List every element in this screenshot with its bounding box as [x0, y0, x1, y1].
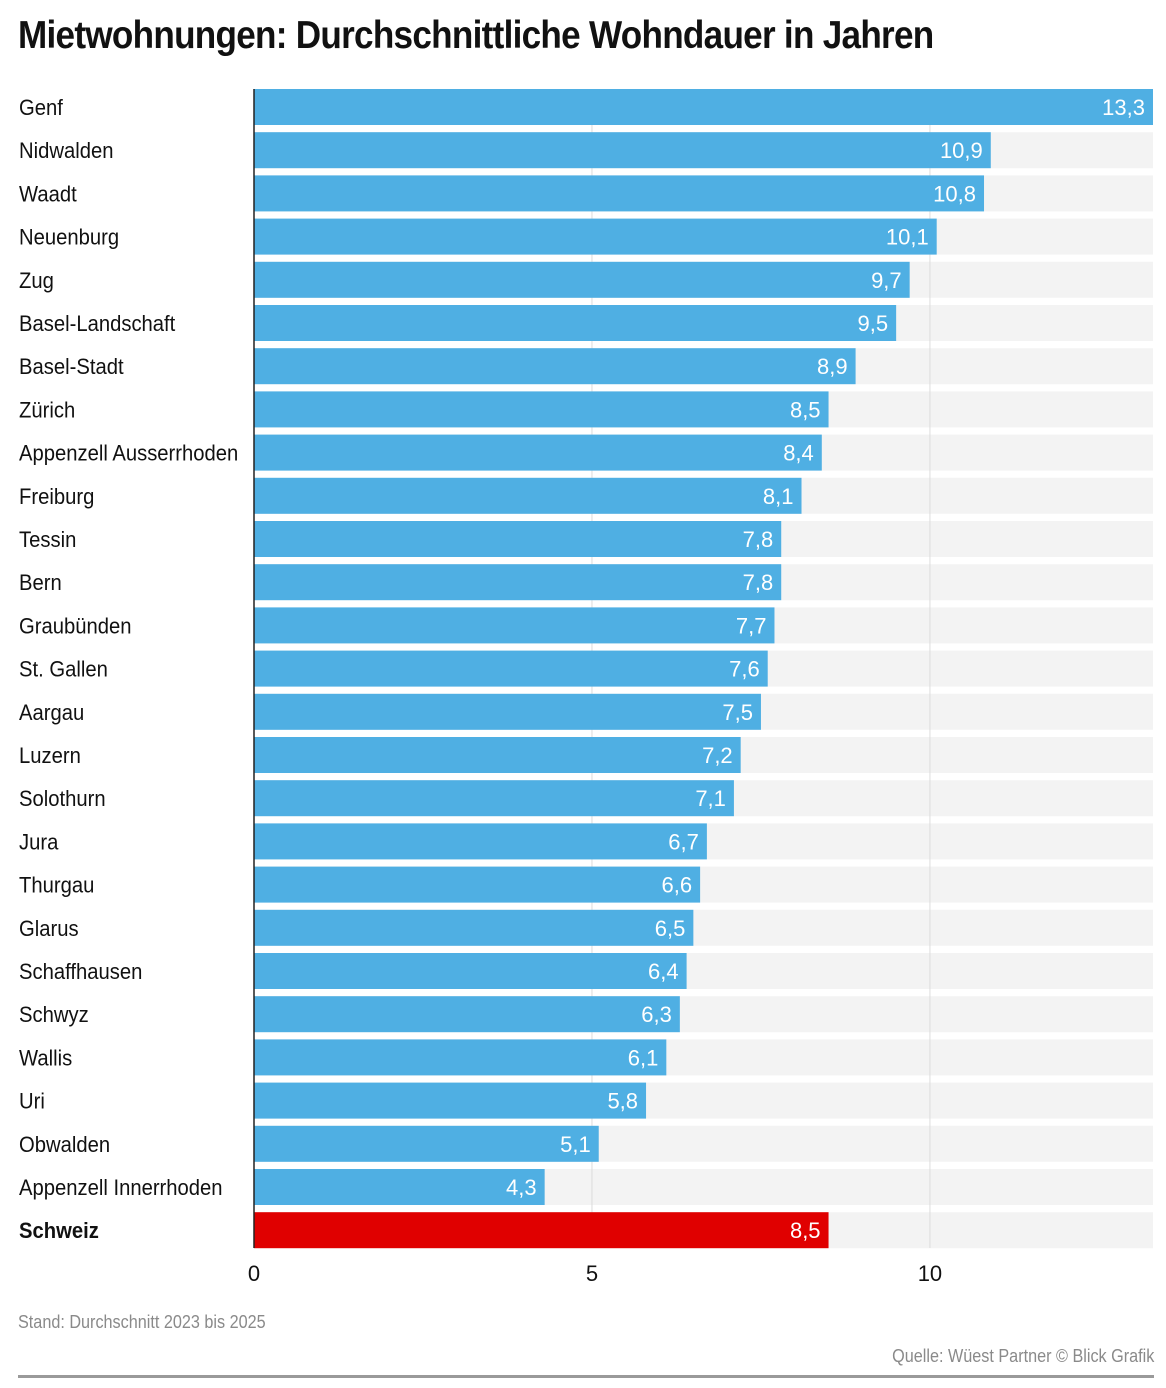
x-tick-label: 10 [918, 1261, 942, 1286]
value-label: 7,7 [736, 613, 767, 638]
category-label: Thurgau [19, 874, 94, 898]
value-label: 7,2 [702, 743, 733, 768]
bar [254, 477, 802, 514]
value-label: 6,5 [655, 916, 686, 941]
bottom-rule [18, 1375, 1154, 1378]
category-label: St. Gallen [19, 658, 108, 682]
value-label: 10,8 [933, 181, 976, 206]
category-label: Jura [19, 831, 59, 855]
value-label: 4,3 [506, 1175, 537, 1200]
bar [254, 564, 782, 601]
bar [254, 650, 768, 687]
value-label: 9,7 [871, 268, 902, 293]
value-label: 7,1 [695, 786, 726, 811]
bar [254, 607, 775, 644]
category-label: Schaffhausen [19, 960, 142, 984]
category-label: Glarus [19, 917, 79, 941]
category-label: Appenzell Innerrhoden [19, 1176, 223, 1200]
value-label: 7,6 [729, 657, 760, 682]
value-label: 6,6 [662, 873, 693, 898]
bar [254, 823, 707, 860]
value-label: 6,3 [641, 1002, 672, 1027]
bar [254, 909, 694, 946]
bar [254, 953, 687, 989]
category-label: Basel-Stadt [19, 355, 124, 379]
category-label: Nidwalden [19, 139, 113, 163]
category-label: Graubünden [19, 615, 131, 639]
value-label: 8,1 [763, 484, 794, 509]
category-label: Zürich [19, 399, 75, 423]
source-credit: Quelle: Wüest Partner © Blick Grafik [891, 1346, 1154, 1366]
value-label: 6,4 [648, 959, 679, 984]
bar [254, 434, 822, 471]
bar [254, 391, 829, 428]
category-label: Waadt [19, 183, 77, 207]
bar [254, 305, 897, 341]
value-label: 6,1 [628, 1045, 659, 1070]
bar [254, 89, 1153, 125]
value-label: 7,8 [743, 527, 774, 552]
x-tick-label: 5 [586, 1261, 598, 1286]
category-label: Luzern [19, 744, 81, 768]
bar [254, 866, 701, 903]
category-label: Freiburg [19, 485, 94, 509]
bar [254, 261, 910, 298]
bar [254, 1039, 667, 1076]
category-label: Tessin [19, 528, 76, 552]
value-label: 6,7 [668, 829, 699, 854]
bar [254, 348, 856, 385]
bar [254, 737, 741, 773]
value-label: 5,1 [560, 1132, 591, 1157]
category-label: Aargau [19, 701, 84, 725]
x-axis-ticks: 0 5 10 [248, 1261, 942, 1286]
bar [254, 521, 782, 557]
footnote: Stand: Durchschnitt 2023 bis 2025 [18, 1312, 266, 1332]
value-label: 8,9 [817, 354, 848, 379]
value-labels: 13,3 10,9 10,810,1 9,7 9,5 8,9 8,5 8,4 8,1 7,8 7,8… [506, 95, 1145, 1243]
value-label: 8,4 [783, 441, 814, 466]
category-label: Obwalden [19, 1133, 110, 1157]
category-label: Genf [19, 96, 63, 120]
bar [254, 693, 761, 730]
value-label: 7,8 [743, 570, 774, 595]
value-label: 9,5 [858, 311, 889, 336]
category-labels: Genf Nidwalden Waadt Neuenburg Zug Basel-Land… [19, 96, 238, 1243]
category-label: Schwyz [19, 1003, 89, 1027]
value-label: 5,8 [607, 1089, 638, 1114]
bar [254, 1169, 545, 1205]
value-label: 10,9 [940, 138, 983, 163]
value-label: 8,5 [790, 1218, 821, 1243]
category-label: Wallis [19, 1047, 72, 1071]
category-label: Basel-Landschaft [19, 312, 175, 336]
value-label: 10,1 [886, 225, 929, 250]
category-label: Schweiz [19, 1219, 99, 1243]
bar-chart: Genf Nidwalden Waadt Neuenburg Zug Basel-Land… [19, 89, 1153, 1286]
bar [254, 1125, 599, 1162]
bar [254, 132, 991, 169]
category-label: Solothurn [19, 787, 106, 811]
bar [254, 996, 680, 1033]
category-label: Zug [19, 269, 54, 293]
category-label: Appenzell Ausserrhoden [19, 442, 238, 466]
category-label: Neuenburg [19, 226, 119, 250]
category-label: Bern [19, 571, 62, 595]
bar [254, 780, 734, 817]
bar [254, 1082, 647, 1119]
chart-title: Mietwohnungen: Durchschnittliche Wohndau… [18, 14, 934, 57]
value-label: 13,3 [1102, 95, 1145, 120]
value-label: 8,5 [790, 397, 821, 422]
bar [254, 175, 985, 212]
bars [254, 89, 1153, 1249]
bar [254, 218, 937, 255]
value-label: 7,5 [722, 700, 753, 725]
bar [254, 1212, 829, 1249]
category-label: Uri [19, 1090, 45, 1114]
x-tick-label: 0 [248, 1261, 260, 1286]
